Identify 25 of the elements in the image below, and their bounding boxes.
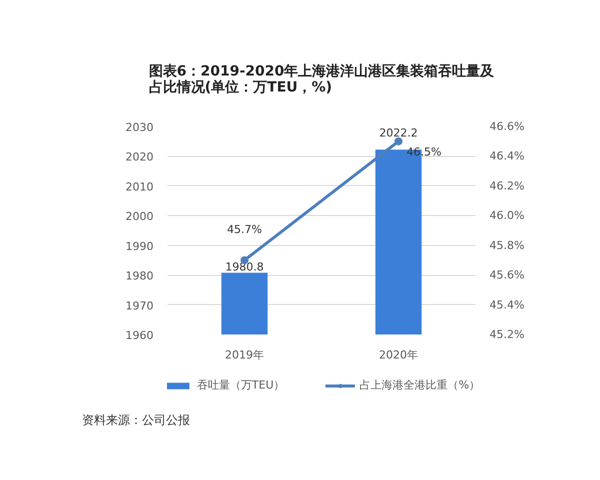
y-tick-label: 1980: [126, 270, 154, 283]
y-tick-label: 1990: [126, 240, 154, 253]
y-tick-label: 1970: [126, 299, 154, 312]
legend-label: 吞吐量（万TEU）: [196, 378, 285, 392]
y-tick-label: 2030: [126, 121, 154, 134]
y-tick-label: 2020: [126, 150, 154, 164]
y2-tick-label: 46.4%: [490, 150, 524, 163]
y2-tick-label: 45.8%: [490, 238, 524, 252]
y2-tick-label: 45.2%: [490, 328, 524, 341]
y2-tick-label: 45.4%: [490, 298, 524, 312]
y-tick-label: 1960: [126, 329, 154, 342]
y-tick-label: 2010: [126, 180, 154, 194]
x-tick-label: 2019年: [225, 348, 264, 362]
chart-title: 图表6：2019-2020年上海港洋山港区集装箱吞吐量及占比情况(单位：万TEU，%): [148, 64, 496, 96]
data-label: 1980.8: [225, 260, 264, 274]
y2-tick-label: 46.0%: [490, 209, 524, 222]
y-tick-label: 2000: [126, 210, 154, 224]
data-label: 2022.2: [379, 126, 418, 140]
y2-tick-label: 46.6%: [490, 120, 524, 133]
data-label: 45.7%: [227, 223, 262, 236]
y2-tick-label: 46.2%: [490, 179, 524, 192]
x-tick-label: 2020年: [379, 348, 418, 362]
legend-label: 占上海港全港比重（%）: [360, 378, 476, 392]
y2-tick-label: 45.6%: [490, 268, 524, 282]
text: 资料来源：公司公报: [82, 412, 190, 429]
